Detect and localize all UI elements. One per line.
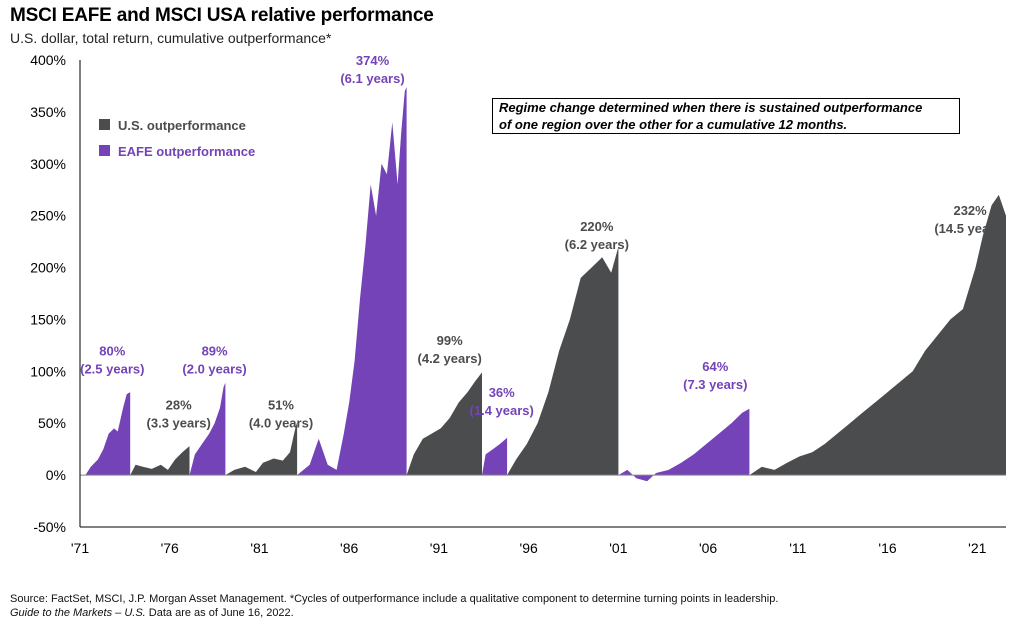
- annotation-years: (4.2 years): [418, 351, 482, 366]
- annotation-years: (3.3 years): [147, 415, 211, 430]
- legend-us-swatch: [99, 119, 110, 130]
- annotation-years: (7.3 years): [683, 377, 747, 392]
- footer-guide: Guide to the Markets – U.S.: [10, 607, 146, 619]
- annotation-value: 64%: [702, 359, 728, 374]
- annotation-value: 28%: [166, 397, 192, 412]
- footer-source: Source: FactSet, MSCI, J.P. Morgan Asset…: [10, 593, 779, 605]
- eafe-outperformance-area: [618, 408, 750, 482]
- x-tick-label: '81: [250, 540, 268, 556]
- annotation-years: (1.4 years): [470, 403, 534, 418]
- x-axis: '71 '76 '81 '86 '91 '96 '01 '06 '11 '16 '21: [71, 60, 1006, 556]
- y-tick-label: 300%: [30, 156, 66, 172]
- y-tick-label: 100%: [30, 363, 66, 379]
- x-tick-label: '86: [340, 540, 358, 556]
- y-tick-label: 50%: [38, 415, 66, 431]
- chart-canvas: -50% 0% 50% 100% 150% 200% 250% 300% 350% 400% '7…: [30, 52, 1006, 556]
- regime-note-line2: of one region over the other for a cumul…: [499, 117, 848, 132]
- y-tick-label: 150%: [30, 311, 66, 327]
- eafe-outperformance-area: [297, 87, 407, 476]
- annotation-value: 374%: [356, 53, 390, 68]
- footer-asof-line: Guide to the Markets – U.S. Data are as …: [10, 606, 778, 620]
- annotation-years: (4.0 years): [249, 415, 313, 430]
- y-axis: -50% 0% 50% 100% 150% 200% 250% 300% 350% 400%: [30, 52, 66, 535]
- annotation-years: (6.1 years): [340, 71, 404, 86]
- us-outperformance-area: [406, 372, 482, 476]
- us-outperformance-area: [130, 446, 190, 476]
- annotation-years: (14.5 years): [934, 221, 1006, 236]
- x-tick-label: '76: [161, 540, 179, 556]
- x-tick-label: '16: [878, 540, 896, 556]
- x-tick-label: '91: [430, 540, 448, 556]
- chart-title: MSCI EAFE and MSCI USA relative performa…: [10, 5, 434, 26]
- regime-note-line1: Regime change determined when there is s…: [499, 100, 923, 115]
- annotation-value: 36%: [489, 385, 515, 400]
- annotation-years: (2.0 years): [182, 361, 246, 376]
- us-outperformance-area: [225, 422, 298, 476]
- x-tick-label: '11: [789, 540, 806, 556]
- annotation-years: (6.2 years): [565, 237, 629, 252]
- footer: Source: FactSet, MSCI, J.P. Morgan Asset…: [10, 592, 778, 620]
- x-tick-label: '71: [71, 540, 89, 556]
- eafe-outperformance-area: [85, 392, 131, 476]
- y-tick-label: 400%: [30, 52, 66, 68]
- annotation-value: 232%: [953, 203, 987, 218]
- legend-eafe-label: EAFE outperformance: [118, 144, 255, 159]
- annotation-value: 99%: [437, 333, 463, 348]
- annotation-value: 89%: [202, 343, 228, 358]
- chart-annotations: 80% (2.5 years) 28% (3.3 years) 89% (2.0 year…: [80, 53, 1006, 431]
- chart-areas: [85, 87, 1006, 482]
- legend-us-label: U.S. outperformance: [118, 118, 246, 133]
- y-tick-label: 200%: [30, 260, 66, 276]
- us-outperformance-area: [749, 194, 1006, 476]
- y-tick-label: -50%: [33, 519, 66, 535]
- x-tick-label: '96: [520, 540, 538, 556]
- y-tick-label: 0%: [46, 467, 66, 483]
- us-outperformance-area: [507, 246, 619, 476]
- y-tick-label: 350%: [30, 104, 66, 120]
- x-tick-label: '06: [699, 540, 717, 556]
- x-tick-label: '01: [609, 540, 627, 556]
- x-tick-label: '21: [968, 540, 986, 556]
- eafe-outperformance-area: [189, 382, 226, 476]
- legend-eafe-swatch: [99, 145, 110, 156]
- annotation-value: 51%: [268, 397, 294, 412]
- chart-subtitle: U.S. dollar, total return, cumulative ou…: [10, 30, 332, 46]
- eafe-outperformance-area: [482, 437, 508, 476]
- annotation-value: 220%: [580, 219, 614, 234]
- footer-asof: Data are as of June 16, 2022.: [145, 607, 294, 619]
- y-tick-label: 250%: [30, 208, 66, 224]
- regime-note-box: Regime change determined when there is s…: [492, 98, 960, 134]
- legend: U.S. outperformance EAFE outperformance: [99, 118, 255, 159]
- annotation-value: 80%: [99, 343, 125, 358]
- annotation-years: (2.5 years): [80, 361, 144, 376]
